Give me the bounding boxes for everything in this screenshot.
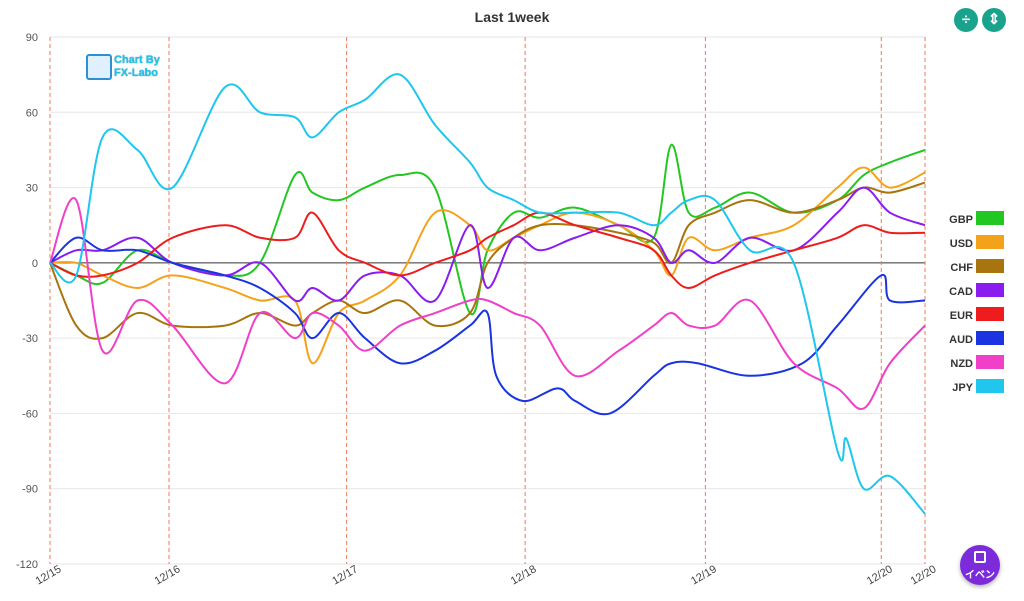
y-tick-label: 60 — [26, 107, 38, 119]
fit-height-icon: ⇕ — [987, 11, 1001, 28]
legend-item-nzd[interactable]: NZD — [936, 354, 1016, 378]
x-tick-label: 12/15 — [34, 563, 64, 587]
legend-label: NZD — [950, 358, 973, 370]
legend-item-gbp[interactable]: GBP — [936, 210, 1016, 234]
chart-by-logo: Chart By FX-Labo — [86, 54, 186, 88]
legend-swatch — [976, 211, 1004, 225]
series-line-jpy — [49, 73, 926, 515]
y-tick-label: 0 — [32, 258, 38, 270]
legend-item-cad[interactable]: CAD — [936, 282, 1016, 306]
legend-item-usd[interactable]: USD — [936, 234, 1016, 258]
legend: GBP USD CHF CAD EUR AUD NZD JPY — [936, 210, 1016, 402]
legend-label: AUD — [949, 334, 973, 346]
series-line-chf — [49, 181, 926, 340]
legend-swatch — [976, 379, 1004, 393]
legend-label: JPY — [952, 382, 973, 394]
legend-item-jpy[interactable]: JPY — [936, 378, 1016, 402]
divide-icon: ÷ — [961, 11, 971, 28]
event-button[interactable]: イベン — [960, 545, 1000, 585]
series-line-cad — [49, 186, 926, 303]
legend-item-chf[interactable]: CHF — [936, 258, 1016, 282]
legend-swatch — [976, 355, 1004, 369]
legend-swatch — [976, 259, 1004, 273]
y-tick-label: -120 — [16, 559, 38, 571]
legend-label: GBP — [949, 214, 973, 226]
y-tick-label: -90 — [22, 484, 38, 496]
y-tick-label: -30 — [22, 333, 38, 345]
legend-item-aud[interactable]: AUD — [936, 330, 1016, 354]
x-tick-label: 12/16 — [153, 563, 183, 587]
legend-label: EUR — [949, 310, 973, 322]
legend-swatch — [976, 283, 1004, 297]
legend-label: CHF — [950, 262, 973, 274]
x-tick-label: 12/19 — [689, 563, 719, 587]
y-tick-label: -60 — [22, 408, 38, 420]
x-tick-label: 12/20 — [865, 563, 895, 587]
logo-line-1: Chart By — [114, 54, 160, 66]
chart-title: Last 1week — [474, 9, 550, 25]
divide-button[interactable]: ÷ — [954, 8, 978, 32]
legend-swatch — [976, 307, 1004, 321]
legend-label: CAD — [949, 286, 973, 298]
logo-line-2: FX-Labo — [114, 67, 158, 79]
series-line-eur — [49, 211, 926, 289]
series-line-aud — [49, 236, 926, 416]
logo-text: Chart By FX-Labo — [114, 54, 160, 80]
x-tick-label: 12/17 — [330, 563, 360, 587]
legend-swatch — [976, 235, 1004, 249]
chart-logo-icon — [86, 54, 112, 80]
series-line-usd — [49, 166, 926, 365]
legend-swatch — [976, 331, 1004, 345]
x-tick-label: 12/18 — [509, 563, 539, 587]
event-button-label: イベン — [965, 570, 995, 581]
calendar-icon — [974, 551, 986, 563]
fit-height-button[interactable]: ⇕ — [982, 8, 1006, 32]
y-tick-label: 90 — [26, 32, 38, 44]
y-tick-label: 30 — [26, 183, 38, 195]
legend-item-eur[interactable]: EUR — [936, 306, 1016, 330]
x-tick-label: 12/20 — [909, 563, 939, 587]
legend-label: USD — [949, 238, 973, 250]
series-line-nzd — [49, 197, 926, 411]
